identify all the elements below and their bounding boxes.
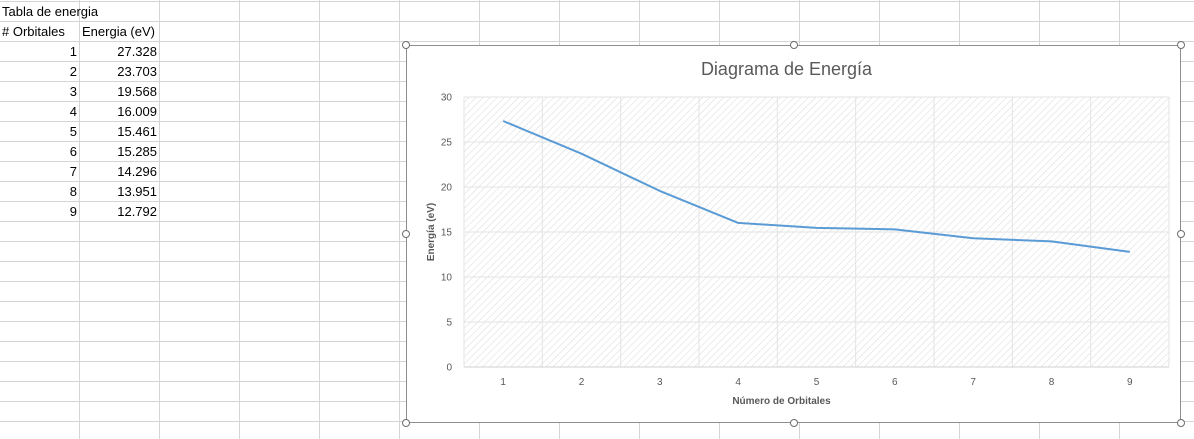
y-tick-label: 0 bbox=[446, 363, 452, 374]
energy-cell[interactable]: 16.009 bbox=[117, 104, 157, 119]
energy-cell[interactable]: 14.296 bbox=[117, 164, 157, 179]
orbital-cell[interactable]: 1 bbox=[69, 44, 77, 59]
resize-handle[interactable] bbox=[402, 230, 410, 238]
sheet-title-cell[interactable]: Tabla de energia bbox=[2, 4, 99, 19]
resize-handle[interactable] bbox=[402, 41, 410, 49]
y-axis-title: Energía (eV) bbox=[426, 203, 437, 261]
series-line bbox=[502, 120, 1130, 253]
resize-handle[interactable] bbox=[402, 419, 410, 427]
resize-handle[interactable] bbox=[1177, 419, 1185, 427]
resize-handle[interactable] bbox=[1177, 41, 1185, 49]
x-tick-label: 5 bbox=[814, 377, 820, 388]
line-chart: Diagrama de Energía 0 5 10 15 20 25 30 1 2 3 4 5 6 7 8 9… bbox=[426, 59, 1170, 407]
y-tick-label: 20 bbox=[441, 183, 453, 194]
orbital-cell[interactable]: 4 bbox=[69, 104, 77, 119]
orbital-cell[interactable]: 3 bbox=[69, 84, 77, 99]
x-tick-label: 8 bbox=[1049, 377, 1055, 388]
y-tick-label: 15 bbox=[441, 228, 453, 239]
energy-cell[interactable]: 12.792 bbox=[117, 204, 157, 219]
energy-cell[interactable]: 19.568 bbox=[117, 84, 157, 99]
y-tick-label: 10 bbox=[441, 273, 453, 284]
x-axis-title: Número de Orbitales bbox=[732, 396, 831, 407]
x-tick-label: 2 bbox=[579, 377, 585, 388]
orbital-cell[interactable]: 5 bbox=[69, 124, 77, 139]
orbital-cell[interactable]: 7 bbox=[69, 164, 77, 179]
header-cell-orbitales[interactable]: # Orbitales bbox=[2, 24, 65, 39]
y-tick-label: 5 bbox=[446, 318, 452, 329]
energy-cell[interactable]: 15.285 bbox=[117, 144, 157, 159]
energy-cell[interactable]: 15.461 bbox=[117, 124, 157, 139]
resize-handle[interactable] bbox=[789, 419, 798, 427]
energy-cell[interactable]: 23.703 bbox=[117, 64, 157, 79]
x-tick-label: 9 bbox=[1127, 377, 1133, 388]
chart-title: Diagrama de Energía bbox=[701, 59, 873, 79]
resize-handle[interactable] bbox=[789, 41, 798, 49]
x-tick-label: 6 bbox=[892, 377, 898, 388]
orbital-cell[interactable]: 8 bbox=[69, 184, 77, 199]
x-tick-label: 4 bbox=[735, 377, 741, 388]
resize-handle[interactable] bbox=[1177, 230, 1185, 238]
y-tick-label: 25 bbox=[441, 138, 453, 149]
orbital-cell[interactable]: 6 bbox=[69, 144, 77, 159]
x-tick-label: 3 bbox=[657, 377, 663, 388]
orbital-cell[interactable]: 9 bbox=[69, 204, 77, 219]
energy-cell[interactable]: 13.951 bbox=[117, 184, 157, 199]
chart-object[interactable]: Diagrama de Energía 0 5 10 15 20 25 30 1 2 3 4 5 6 7 8 9… bbox=[406, 45, 1181, 423]
y-tick-label: 30 bbox=[441, 93, 453, 104]
orbital-cell[interactable]: 2 bbox=[69, 64, 77, 79]
energy-cell[interactable]: 27.328 bbox=[117, 44, 157, 59]
x-tick-label: 1 bbox=[500, 377, 506, 388]
x-tick-label: 7 bbox=[970, 377, 976, 388]
header-cell-energia[interactable]: Energia (eV) bbox=[82, 24, 155, 39]
